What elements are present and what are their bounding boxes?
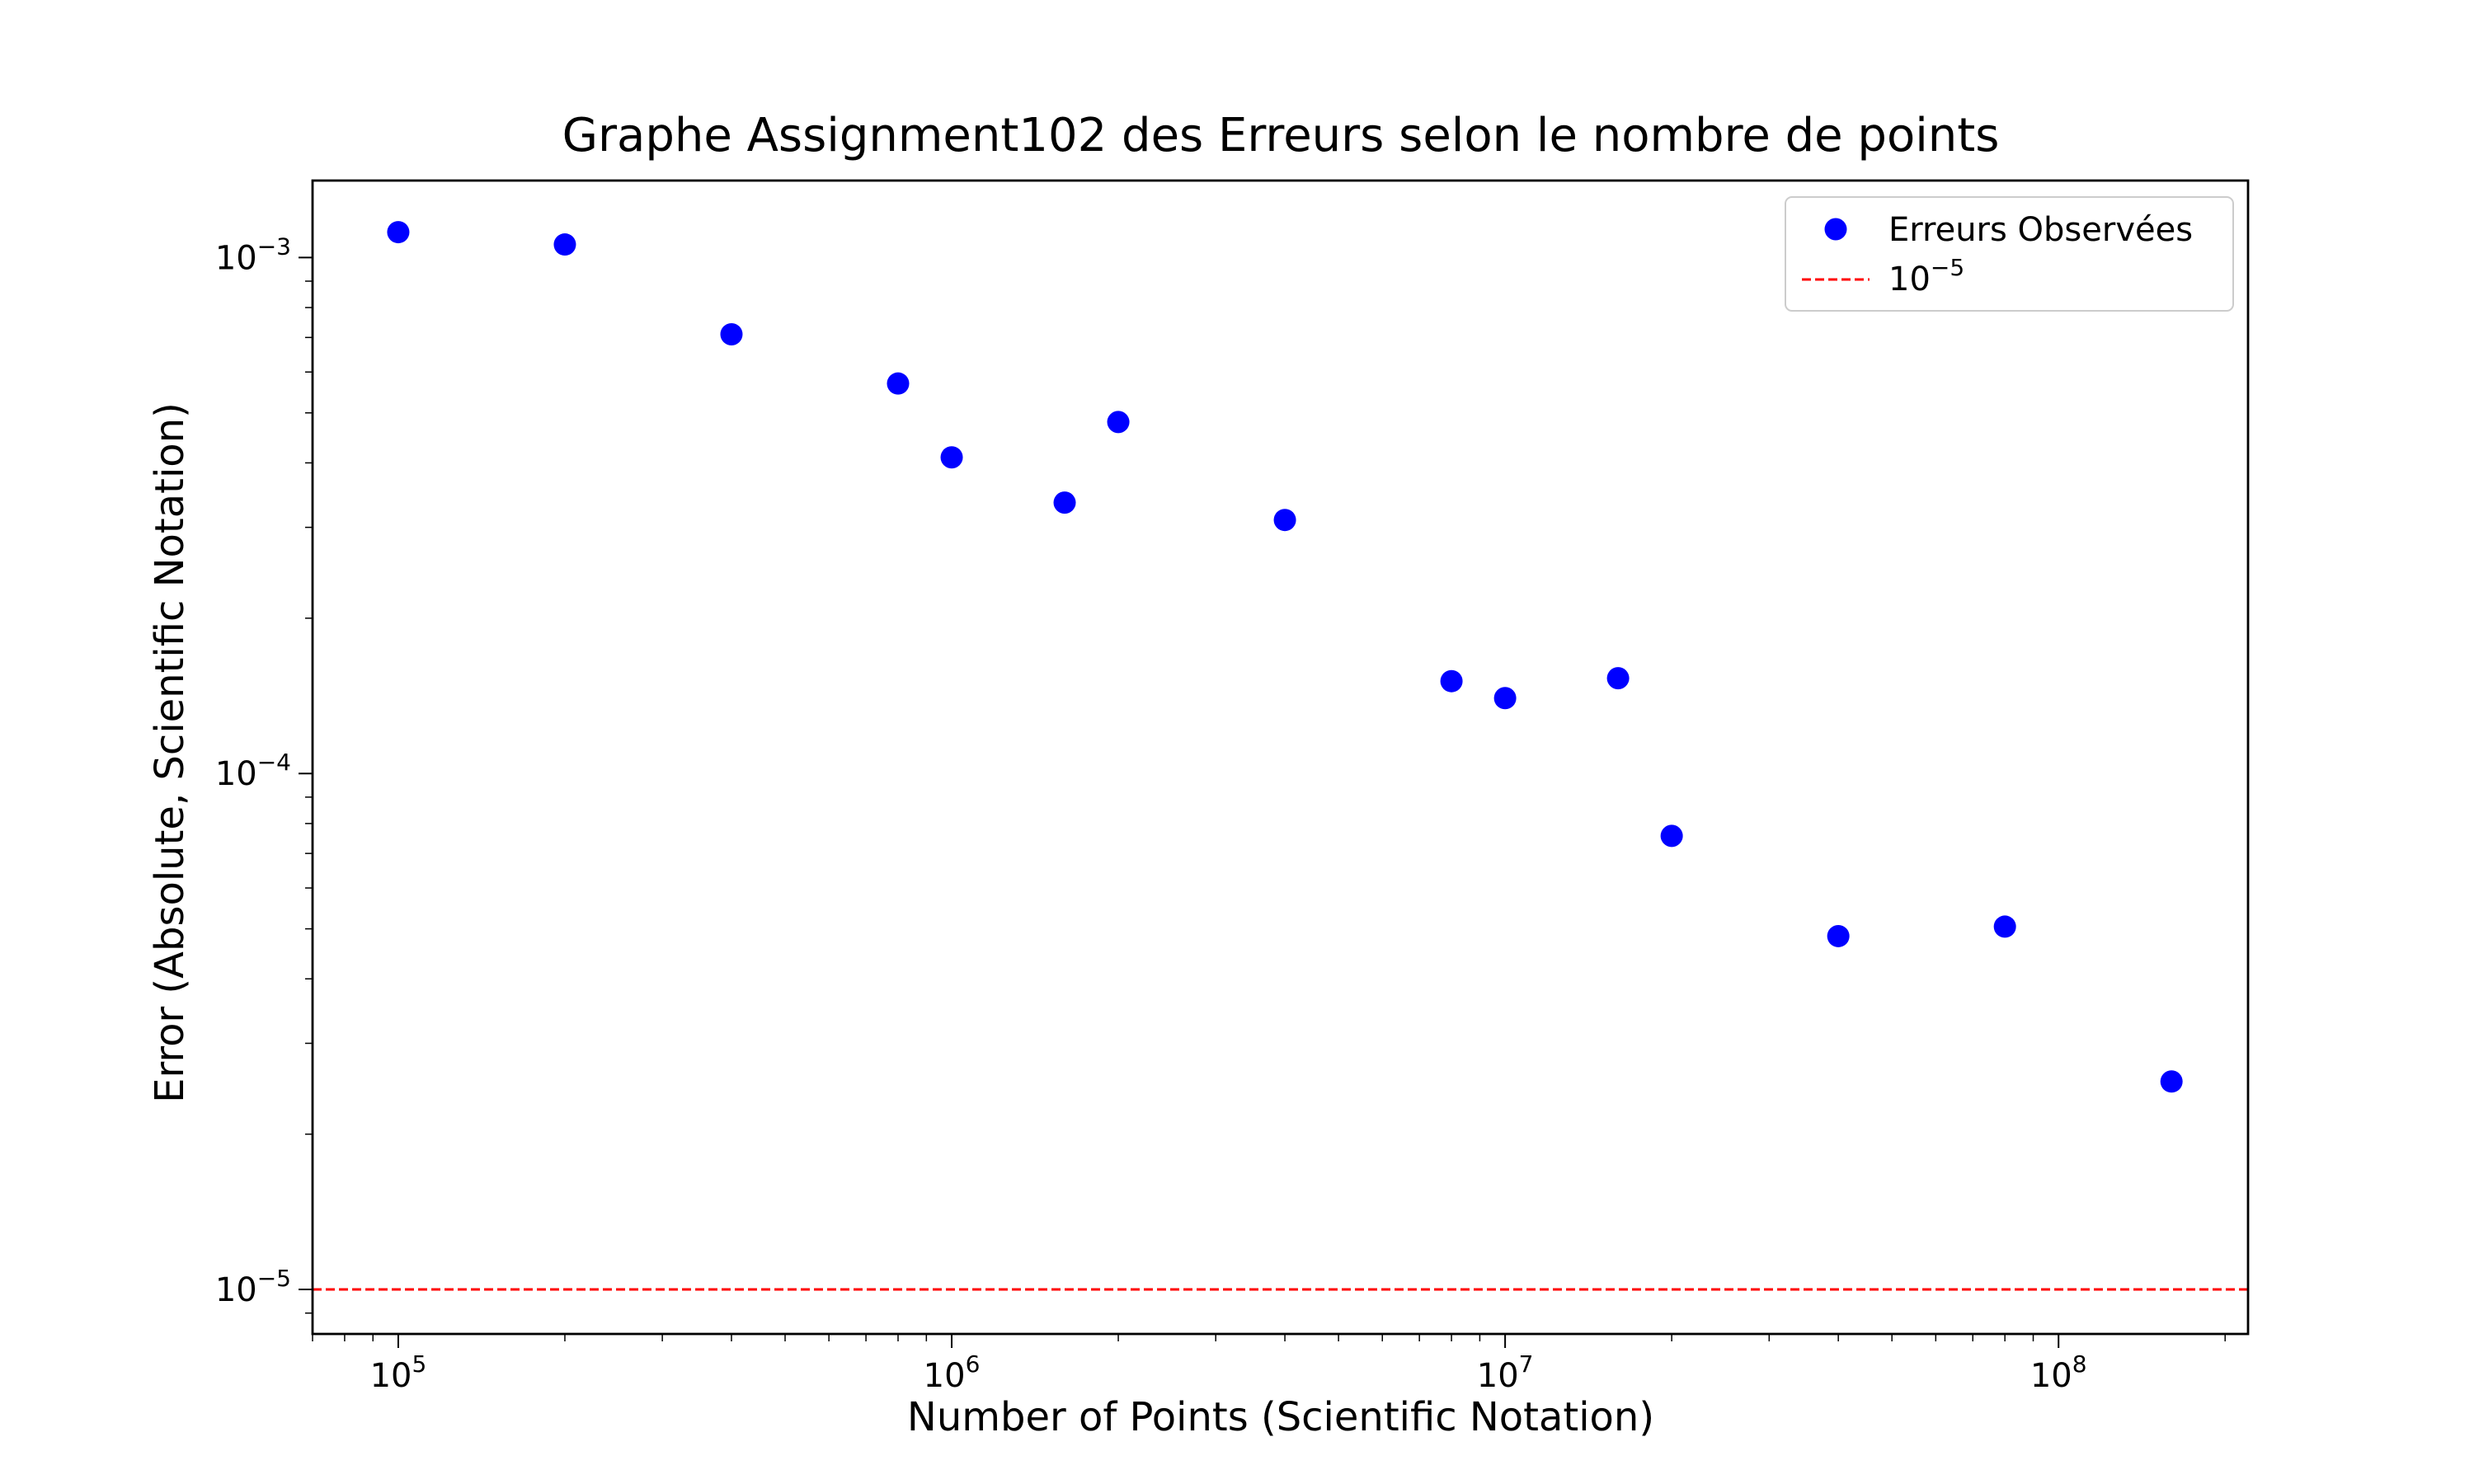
legend: Erreurs Observées 10−5 [1785, 196, 2234, 312]
data-point [2160, 1070, 2183, 1093]
axes-frame [311, 179, 2250, 1336]
x-tick-label: 105 [370, 1350, 427, 1395]
plot-area [313, 221, 2248, 1291]
y-tick-label: 10−4 [215, 749, 291, 793]
data-point [1660, 824, 1683, 848]
legend-frame [1785, 196, 2234, 312]
x-tick-label: 108 [2030, 1350, 2087, 1395]
legend-label: 10−5 [1888, 254, 1964, 298]
data-point [553, 233, 576, 256]
data-point [1053, 491, 1076, 514]
data-point [1606, 667, 1630, 690]
data-point [1107, 411, 1130, 434]
x-axis-label: Number of Points (Scientific Notation) [907, 1394, 1654, 1440]
y-tick-label: 10−5 [215, 1265, 291, 1309]
data-point [387, 221, 410, 244]
data-point [940, 446, 963, 469]
legend-label: Erreurs Observées [1888, 211, 2193, 249]
data-point [1827, 924, 1850, 947]
data-point [1273, 509, 1296, 532]
chart-title: Graphe Assignment102 des Erreurs selon l… [562, 109, 2000, 162]
x-tick-label: 107 [1477, 1350, 1534, 1395]
data-point [1440, 669, 1463, 693]
data-point [1493, 687, 1517, 710]
y-axis-label: Error (Absolute, Scientific Notation) [147, 402, 193, 1103]
data-point [1993, 915, 2016, 938]
axes: 105 106 107 108 10−3 10−4 10−5 [215, 179, 2250, 1395]
data-point [887, 372, 910, 395]
data-point [720, 322, 743, 345]
x-tick-label: 106 [924, 1350, 981, 1395]
legend-marker [1824, 218, 1847, 241]
y-tick-label: 10−3 [215, 232, 291, 277]
